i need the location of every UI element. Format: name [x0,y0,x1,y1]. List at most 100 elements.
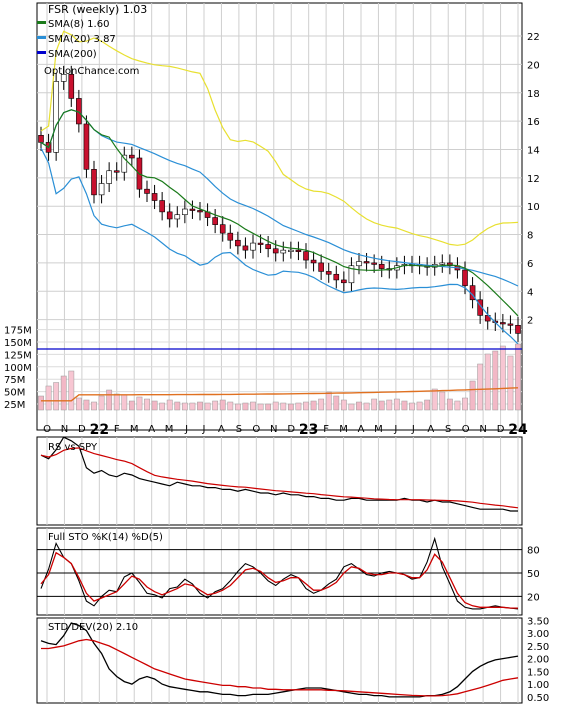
stddev-tick-label: 2.50 [527,642,549,653]
stddev-tick-label: 3.50 [527,616,549,627]
x-tick-label: N [479,424,486,435]
candle-body [507,323,514,326]
candle-body [166,211,173,220]
candle-body [91,169,97,196]
y-tick-label: 8 [527,231,533,242]
y-tick-label: 2 [527,316,533,327]
volume-tick-label: 125M [4,350,32,361]
volume-bar [416,401,423,411]
volume-tick-label: 50M [4,388,25,399]
candle-body [303,251,309,261]
bollinger-lower [40,147,519,345]
volume-bar [507,355,514,411]
legend-sma20: SMA(20) 3.87 [48,34,116,45]
x-tick-label: 22 [90,422,109,438]
volume-bar [454,400,461,411]
candle-body [219,224,226,234]
volume-bar [462,397,468,411]
x-tick-label: A [148,424,155,435]
x-tick-label: F [323,424,329,435]
x-tick-label: M [339,424,348,435]
volume-bar [189,402,196,411]
candle-body [106,170,112,184]
legend-swatch-sma8 [37,21,46,24]
rs-line [40,436,518,512]
stddev-tick-label: 0.50 [527,693,549,704]
candle-body [356,261,362,267]
volume-bar [318,398,325,411]
x-tick-label: J [393,424,397,435]
volume-bar [401,400,408,411]
volume-bar [98,395,105,411]
candle-body [325,271,332,275]
x-tick-label: S [445,424,451,435]
candle-body [318,262,324,272]
panel-frame [36,2,523,431]
volume-bar [499,345,506,411]
volume-bar [446,398,453,411]
volume-bar [477,363,484,411]
volume-bar [295,402,302,411]
candle-body [189,208,196,211]
volume-bar [197,401,203,411]
volume-bar [265,403,272,411]
bollinger-upper [40,30,519,246]
volume-bar [257,403,264,411]
volume-bar [250,401,256,411]
volume-bar [234,403,241,411]
stddev-average-line [41,638,519,697]
volume-bar [53,382,60,411]
volume-bar [409,402,415,411]
volume-bar [333,395,340,411]
volume-bar [242,402,249,411]
y-tick-label: 4 [527,287,533,298]
sto-title: Full STO %K(14) %D(5) [48,532,163,543]
volume-bar [272,401,279,411]
volume-bar [287,403,294,411]
candle-body [250,242,256,251]
x-tick-label: A [218,424,225,435]
volume-bar [106,389,113,411]
legend: SMA(8) 1.60 SMA(20) 3.87 SMA(200) Option… [37,19,139,77]
x-tick-label: N [270,424,277,435]
volume-tick-label: 100M [4,363,32,374]
volume-bar [371,398,378,411]
volume-bar [340,399,347,411]
x-tick-label: A [427,424,434,435]
candle-body [447,262,453,267]
candle-body [235,239,241,247]
candle-body [378,264,385,269]
volume-bar [492,350,499,411]
sto-d-line [40,551,518,609]
volume-bar [310,400,317,411]
x-tick-label: D [497,424,505,435]
volume-bar [356,401,362,411]
stddev-tick-label: 1.50 [527,667,549,678]
volume-bar [136,396,143,411]
candle-body [280,249,287,254]
volume-tick-label: 150M [4,338,32,349]
x-tick-label: 23 [299,422,318,438]
rs-title: RS vs SPY [48,442,98,453]
stddev-tick-label: 1.00 [527,680,549,691]
volume-bar [128,400,135,411]
candle-body [83,123,90,170]
volume-sma-line [41,387,519,402]
rs-panel [40,436,519,512]
volume-bar [484,353,491,411]
x-tick-label: F [114,424,120,435]
volume-bar [159,402,166,411]
legend-swatch-sma20 [37,36,46,39]
volume-bar [181,402,188,411]
volume-bar [424,399,431,411]
candle-body [288,249,294,252]
stddev-panel [40,622,519,698]
volume-bar [75,397,82,411]
candle-body [68,74,75,99]
volume-bar [469,380,476,411]
x-tick-label: 24 [508,422,528,438]
x-tick-label: M [374,424,383,435]
sma20-line [40,109,519,287]
volume-bar [68,370,75,411]
